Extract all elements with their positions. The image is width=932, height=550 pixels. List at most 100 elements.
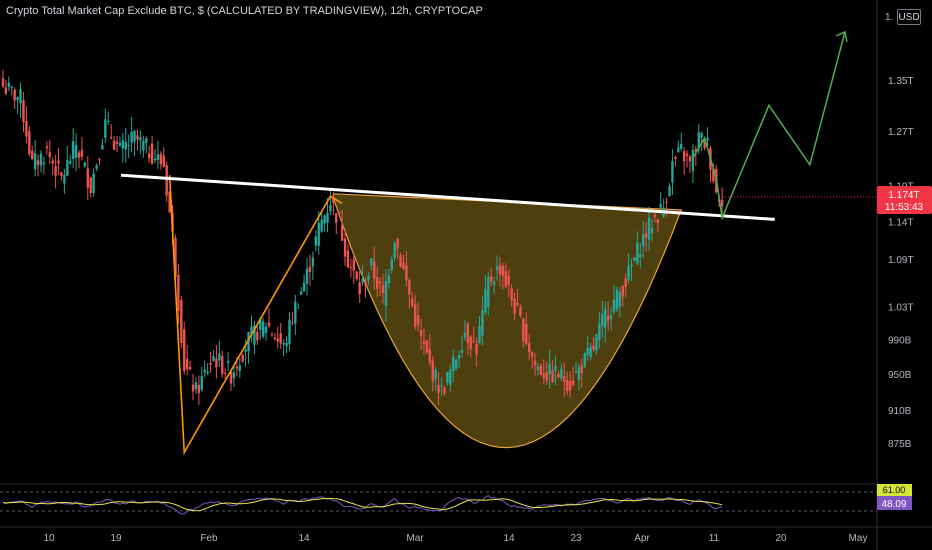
candle-body — [349, 266, 353, 268]
candle-body — [636, 242, 639, 264]
candle-body — [156, 154, 160, 160]
candle-body — [706, 137, 709, 141]
candle-body — [595, 334, 598, 351]
candle-body — [446, 371, 449, 383]
candle-body — [712, 168, 715, 182]
y-tick-label: 875B — [888, 439, 912, 450]
candle-body — [299, 291, 303, 295]
candle-body — [680, 143, 683, 149]
rsi-line — [2, 494, 723, 515]
candle-body — [183, 329, 186, 371]
chart-title: Crypto Total Market Cap Exclude BTC, $ (… — [6, 5, 483, 17]
candle-body — [378, 281, 382, 284]
candle-body — [434, 369, 437, 379]
candle-body — [355, 271, 358, 280]
candle-body — [267, 322, 271, 327]
candle-body — [335, 213, 338, 223]
candle-body — [221, 355, 224, 375]
candle-body — [162, 155, 165, 167]
candle-body — [568, 381, 572, 391]
candle-body — [165, 165, 168, 196]
candle-body — [501, 265, 505, 277]
candle-body — [700, 133, 703, 138]
candle-body — [174, 237, 177, 277]
candle-body — [288, 319, 291, 345]
cup-shape — [332, 193, 683, 449]
candle-body — [627, 266, 630, 280]
candle-body — [33, 153, 37, 170]
candle-body — [16, 97, 19, 101]
candle-body — [536, 366, 540, 370]
candle-body — [691, 150, 695, 171]
candle-body — [449, 369, 452, 385]
candle-body — [28, 131, 31, 154]
candle-body — [238, 365, 241, 371]
candle-body — [633, 257, 636, 262]
candle-body — [551, 370, 554, 383]
candle-body — [677, 147, 680, 153]
candle-body — [510, 288, 513, 300]
candle-body — [478, 326, 481, 344]
candle-body — [440, 385, 443, 387]
candle-body — [13, 89, 16, 101]
candle-body — [142, 141, 145, 151]
candle-body — [682, 151, 686, 162]
candle-body — [127, 144, 130, 146]
candle-body — [343, 238, 347, 257]
candle-body — [159, 153, 163, 165]
candle-body — [621, 285, 624, 297]
y-tick-label: 1.27T — [888, 127, 914, 138]
candle-body — [256, 331, 259, 341]
candle-body — [642, 234, 645, 247]
candle-body — [285, 342, 288, 347]
candle-body — [364, 281, 367, 286]
candle-body — [703, 140, 706, 148]
candle-body — [215, 358, 218, 368]
currency-selector[interactable]: USD — [897, 9, 921, 25]
candle-body — [130, 131, 133, 143]
candle-body — [139, 137, 142, 141]
candle-body — [413, 304, 417, 327]
y-tick-label: 1.14T — [888, 218, 914, 229]
projection-arrowhead — [835, 30, 848, 43]
candle-body — [694, 149, 698, 152]
candle-body — [95, 165, 98, 169]
y-tick-label: 1. — [885, 12, 893, 23]
candle-body — [98, 159, 101, 161]
candle-body — [107, 121, 110, 123]
candle-body — [115, 141, 119, 144]
y-tick-label: 1.03T — [888, 302, 914, 313]
candle-body — [580, 365, 584, 374]
candle-body — [145, 138, 148, 144]
candle-body — [185, 358, 189, 370]
candle-body — [571, 380, 575, 386]
candle-body — [218, 353, 221, 361]
candle-body — [451, 356, 455, 372]
candle-body — [583, 353, 586, 367]
candle-body — [475, 343, 478, 355]
candle-body — [644, 233, 648, 238]
candle-body — [264, 326, 268, 334]
candle-body — [282, 343, 285, 345]
candle-body — [168, 191, 171, 213]
candle-body — [352, 259, 355, 271]
rsi-ma-line — [2, 497, 723, 512]
candle-body — [630, 264, 633, 267]
candle-body — [384, 280, 388, 307]
candle-body — [133, 130, 136, 142]
candle-body — [563, 376, 566, 383]
candle-body — [545, 372, 548, 381]
candle-body — [329, 205, 332, 212]
candle-body — [542, 373, 546, 378]
candle-body — [197, 384, 201, 394]
price-badge-countdown: 11:53:43 — [885, 202, 924, 213]
candle-body — [194, 382, 198, 389]
candle-body — [302, 282, 306, 292]
candle-body — [323, 215, 326, 224]
candle-body — [19, 89, 22, 104]
candle-body — [428, 348, 432, 363]
candle-body — [560, 368, 563, 379]
candle-body — [63, 174, 66, 184]
candle-body — [121, 140, 125, 149]
